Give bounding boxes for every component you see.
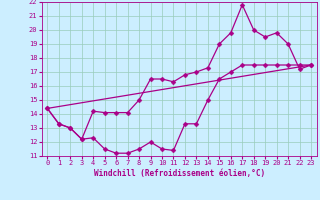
X-axis label: Windchill (Refroidissement éolien,°C): Windchill (Refroidissement éolien,°C) — [94, 169, 265, 178]
